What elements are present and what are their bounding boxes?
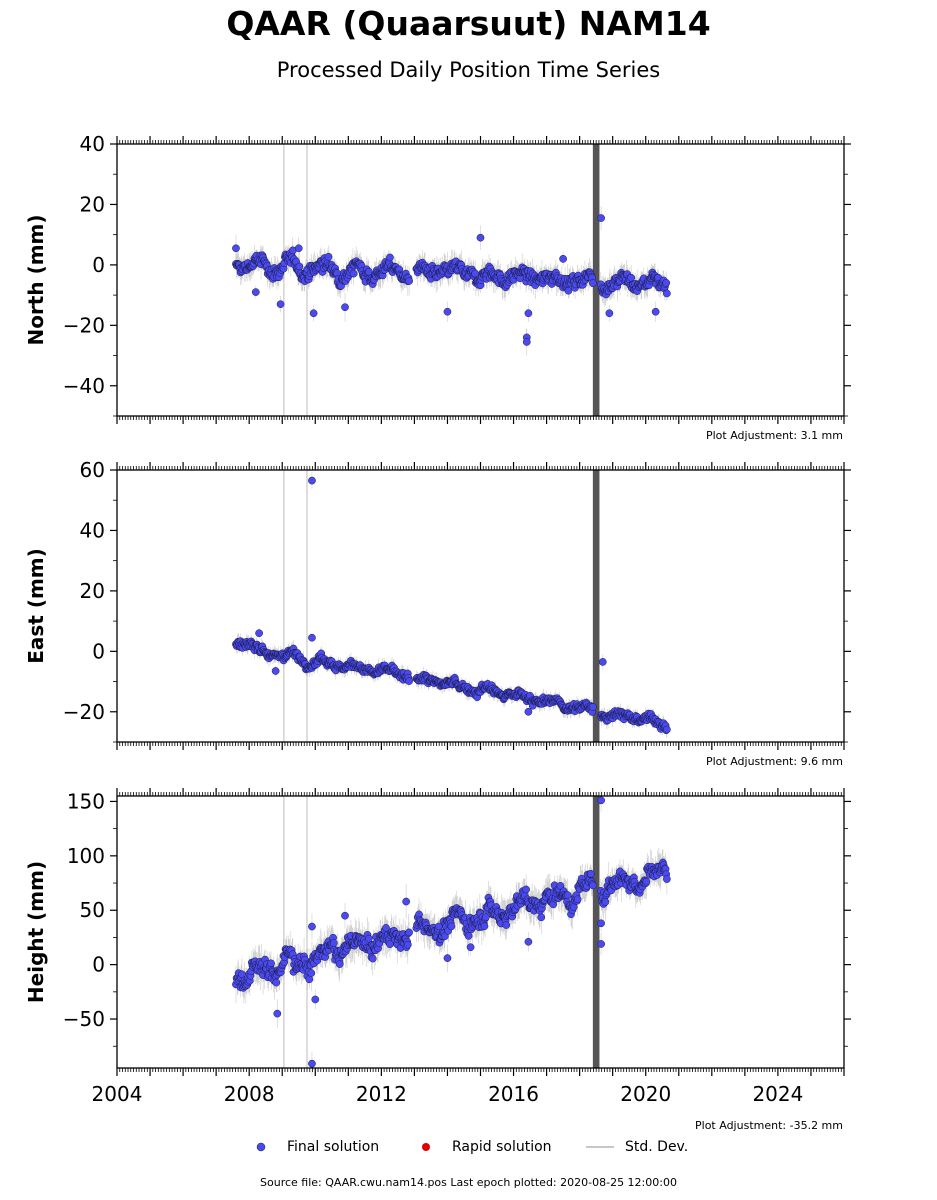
plot-frame [116,795,845,1069]
final-solution-point [522,885,530,894]
y-axis-label: North (mm) [24,214,48,345]
final-solution-point [605,309,614,318]
y-tick-label: −20 [63,313,105,337]
y-tick-label: 20 [80,192,105,216]
final-solution-point [443,954,452,962]
final-solution-point [466,943,475,952]
plot-frame [116,469,845,743]
final-solution-point [502,921,511,929]
final-solution-point [563,891,572,899]
final-solution-point [663,875,671,883]
final-solution-point [276,300,285,309]
final-solution-point [564,286,573,295]
final-solution-point [443,307,452,316]
y-tick-label: 40 [80,132,105,156]
final-solution-point [402,897,410,906]
final-solution-point [589,703,597,711]
final-solution-point [311,995,320,1004]
final-solution-point [405,928,413,937]
final-solution-point [273,1009,282,1018]
final-solution-point [597,940,605,948]
final-solution-point [597,214,605,222]
final-solution-point [598,658,607,666]
final-solution-point [309,309,318,318]
final-solution-point [255,629,263,638]
final-solution-point [663,725,671,734]
chart-subtitle: Processed Daily Position Time Series [276,58,661,82]
final-solution-point [447,922,456,931]
final-solution-point [341,911,349,920]
final-solution-point [335,960,344,968]
final-solution-point [601,898,610,906]
final-solution-point [308,922,316,931]
data-gap-band [592,144,600,416]
final-solution-point [597,919,605,928]
final-solution-point [537,913,546,922]
final-solution-point [307,969,316,977]
data-gap-band [592,470,600,742]
y-tick-label: 0 [92,253,105,277]
final-solution-point [251,288,260,296]
final-solution-point [573,895,582,904]
final-solution-point [524,309,533,318]
final-solution-point [522,338,531,346]
final-solution-point [481,913,490,922]
final-solution-point [464,932,473,940]
final-solution-point [272,978,281,987]
final-solution-point [662,279,671,287]
final-solution-point [559,254,567,263]
final-solution-point [403,940,412,949]
final-solution-point [589,881,597,890]
data-gap-band [592,796,600,1068]
final-solution-point [642,877,651,886]
final-solution-point [341,303,349,312]
final-solution-point [627,273,636,282]
final-solution-point [271,667,280,675]
final-solution-point [308,633,316,642]
final-solution-point [405,277,413,285]
final-solution-point [480,922,489,931]
final-solution-point [308,476,316,485]
final-solution-point [524,937,533,946]
final-solution-point [308,1059,316,1068]
final-solution-point [267,959,275,968]
final-solution-point [663,289,671,298]
final-solution-point [232,244,240,253]
chart-title: QAAR (Quaarsuut) NAM14 [226,4,711,43]
final-solution-point [471,269,480,278]
final-solution-point [524,707,533,716]
y-tick-label: 40 [80,518,105,542]
final-solution-point [294,244,303,253]
final-solution-point [368,954,377,963]
y-tick-label: 0 [92,639,105,663]
final-solution-point [587,869,595,878]
final-solution-point [405,677,413,685]
y-tick-label: −20 [63,700,105,724]
final-solution-point [349,269,358,278]
y-tick-label: −40 [63,374,105,398]
final-solution-point [597,796,605,805]
final-solution-point [329,939,338,947]
y-tick-label: 60 [80,458,105,482]
final-solution-point [651,307,660,316]
final-solution-point [364,934,373,943]
y-axis-label: East (mm) [24,548,48,664]
final-solution-point [295,262,304,271]
final-solution-point [476,233,485,242]
final-solution-point [386,253,394,262]
final-solution-point [324,252,333,261]
y-tick-label: 20 [80,579,105,603]
final-solution-point [589,279,597,287]
